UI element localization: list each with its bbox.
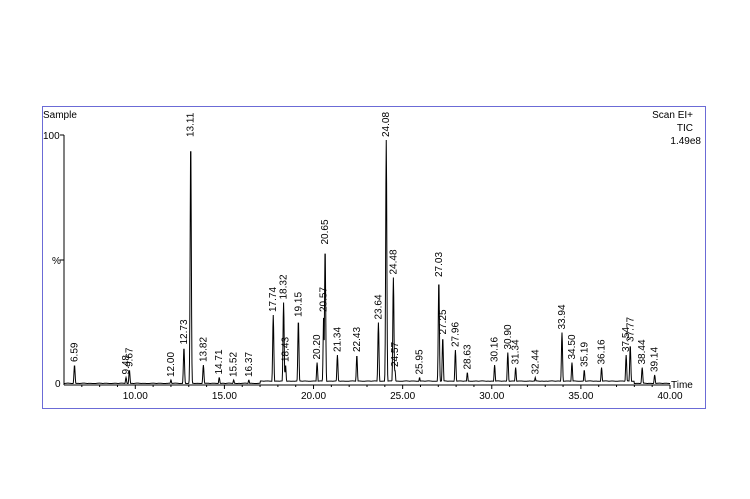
x-tick-label: 30.00	[479, 391, 504, 402]
peak-label: 15.52	[229, 352, 240, 377]
peak-label: 39.14	[650, 347, 661, 372]
peak-label: 32.44	[530, 349, 541, 374]
peak-label: 37.54	[621, 327, 632, 352]
x-tick-label: 15.00	[212, 391, 237, 402]
peak-label: 30.16	[490, 337, 501, 362]
peak-label: 27.25	[438, 309, 449, 334]
chromatogram-plot: 10.00 15.00 20.00 25.00 30.00 35.00 40.00 6.59 9…	[60, 112, 683, 402]
peak-label: 24.57	[390, 342, 401, 367]
peak-label: 20.20	[312, 334, 323, 359]
x-tick-label: 20.00	[301, 391, 326, 402]
peak-label: 28.63	[462, 344, 473, 369]
peak-label: 12.73	[179, 319, 190, 344]
x-tick-label: 35.00	[568, 391, 593, 402]
peak-label: 31.34	[511, 339, 522, 364]
peak-label: 22.43	[352, 327, 363, 352]
y-axis-label-percent: %	[52, 256, 61, 267]
x-tick-label: 10.00	[123, 391, 148, 402]
peak-label: 18.32	[279, 274, 290, 299]
peak-label: 24.48	[388, 249, 399, 274]
peak-label: 9.48	[121, 355, 132, 375]
peak-label: 18.43	[281, 337, 292, 362]
peak-label: 30.90	[503, 324, 514, 349]
peak-label: 35.19	[579, 342, 590, 367]
peak-label: 21.34	[332, 327, 343, 352]
x-tick-label: 25.00	[390, 391, 415, 402]
peak-label: 25.95	[415, 349, 426, 374]
peak-label: 36.16	[597, 339, 608, 364]
peak-label: 37.77	[625, 317, 636, 342]
peak-label: 20.57	[319, 287, 330, 312]
x-axis-label: Time	[671, 380, 693, 391]
peak-label: 27.03	[434, 252, 445, 277]
peak-label: 17.74	[268, 287, 279, 312]
peak-label: 16.37	[244, 352, 255, 377]
peak-label: 14.71	[214, 349, 225, 374]
peak-label: 13.11	[186, 112, 197, 137]
peak-label: 24.08	[381, 112, 392, 137]
chromatogram-panel: Sample Scan EI+ TIC 1.49e8 100 % 0 Time …	[42, 106, 706, 409]
peak-label: 13.82	[198, 337, 209, 362]
peak-label: 38.44	[637, 339, 648, 364]
peak-label: 9.67	[124, 347, 135, 367]
scan-label: Scan EI+	[652, 110, 693, 121]
max-intensity-label: 1.49e8	[670, 136, 701, 147]
peak-label: 6.59	[70, 342, 81, 362]
peak-label: 19.15	[293, 292, 304, 317]
y-axis-label-100: 100	[43, 131, 60, 142]
x-tick-label: 40.00	[657, 391, 682, 402]
tic-trace	[63, 139, 671, 385]
tic-label: TIC	[676, 123, 693, 134]
peak-label: 23.64	[373, 294, 384, 319]
sample-label: Sample	[43, 110, 77, 121]
peak-label: 33.94	[557, 304, 568, 329]
y-axis-label-0: 0	[55, 379, 61, 390]
peak-label: 34.50	[567, 334, 578, 359]
peak-label: 27.96	[450, 322, 461, 347]
peak-label: 20.65	[320, 219, 331, 244]
peak-label: 12.00	[166, 352, 177, 377]
